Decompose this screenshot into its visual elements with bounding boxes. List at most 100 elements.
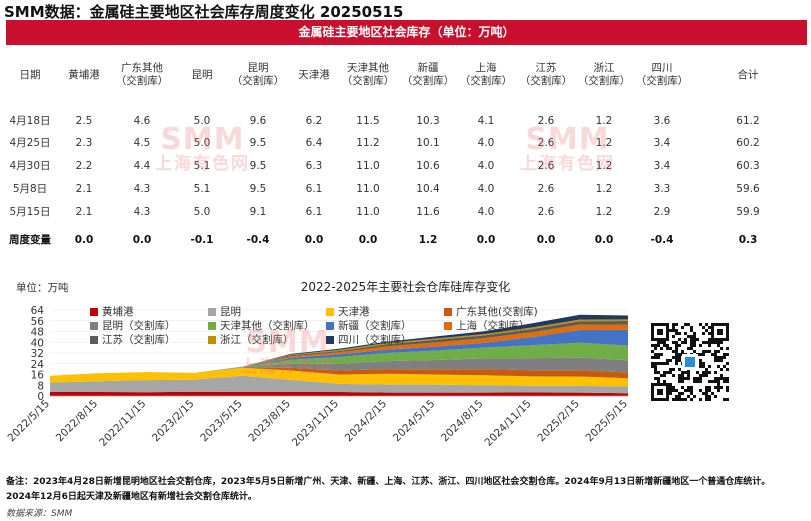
legend-label: 昆明	[220, 306, 241, 318]
legend-swatch	[208, 322, 216, 330]
table-cell: 4.0	[477, 137, 495, 149]
table-header-text: （交割库）	[577, 75, 631, 87]
series-area-1	[50, 375, 628, 394]
x-tick-label: 2022/11/15	[97, 398, 148, 449]
table-cell: 2.6	[537, 183, 555, 195]
table-cell: 2.6	[537, 206, 555, 218]
table-cell: 3.6	[653, 115, 671, 127]
table-cell: 3.4	[653, 137, 671, 149]
table-cell: 2.6	[537, 137, 555, 149]
qr-code-icon	[651, 323, 729, 401]
table-header-text: （交割库）	[115, 75, 169, 87]
table-header-text: （交割库）	[341, 75, 395, 87]
table-header-row: 日期 黄埔港 广东其他 （交割库） 昆明 昆明 （交割库） 天津港 天津其他 （交割库） 新疆 （交割…	[6, 62, 807, 92]
table-change-cell: 0.0	[132, 234, 152, 246]
chart-title: 2022-2025年主要社会仓库硅库存变化	[300, 280, 511, 294]
series-area-7	[50, 324, 628, 376]
table-change-cell: 0.0	[304, 234, 324, 246]
table-cell: 3.4	[653, 160, 671, 172]
legend-entry: 黄埔港	[90, 304, 134, 319]
table-cell: 3.3	[653, 183, 671, 195]
note-line-2: 2024年12月6日起天津及新疆地区有新增社会交割仓库统计。	[6, 492, 257, 502]
table-header-text: （交割库）	[459, 75, 513, 87]
table-cell: 6.1	[305, 183, 323, 195]
series-area-2	[50, 367, 628, 387]
table-change-cell: -0.4	[246, 234, 270, 246]
table-cell: 6.4	[305, 137, 323, 149]
table-cell: 9.5	[249, 137, 267, 149]
table-header-text: 四川	[651, 62, 673, 74]
table-change-cell: 0.0	[358, 234, 378, 246]
page-title: SMM数据：金属硅主要地区社会库存周度变化 20250515	[4, 3, 404, 21]
table-header-text: （交割库）	[401, 75, 455, 87]
x-tick-label: 2023/5/15	[198, 398, 245, 445]
table-row: 4月18日 2.5 4.6 5.0 9.6 6.2 11.5 10.3 4.1 2.6 1.2 3.6…	[6, 115, 807, 135]
x-tick-label: 2022/5/15	[6, 398, 53, 445]
table-cell: 60.2	[736, 137, 760, 149]
y-tick-label: 0	[37, 391, 44, 403]
x-tick-label: 2023/2/15	[150, 398, 197, 445]
table-row: 5月8日 2.1 4.3 5.1 9.5 6.1 11.0 10.4 4.0 2.6 1.2 3.3 5…	[6, 183, 807, 203]
table-cell: 2.5	[75, 115, 93, 127]
legend-label: 浙江（交割库）	[220, 334, 294, 346]
legend-swatch	[90, 308, 98, 316]
table-header-cell: 天津其他 （交割库）	[340, 62, 396, 88]
table-cell: 4月30日	[9, 160, 51, 172]
legend-entry: 昆明	[208, 304, 241, 319]
table-cell: 5月8日	[12, 183, 48, 195]
table-cell: 5.1	[193, 183, 211, 195]
table-change-cell: 0.0	[74, 234, 94, 246]
table-header-cell: 昆明 （交割库）	[230, 62, 286, 88]
table-cell: 9.6	[249, 115, 267, 127]
table-cell: 11.0	[356, 160, 380, 172]
table-cell: 10.1	[416, 137, 440, 149]
series-area-6	[50, 329, 628, 376]
table-cell: 4.0	[477, 160, 495, 172]
legend-swatch	[90, 336, 98, 344]
table-cell: 6.3	[305, 160, 323, 172]
data-source: 数据来源：SMM	[6, 509, 73, 519]
legend-swatch	[326, 336, 334, 344]
table-cell: 2.2	[75, 160, 93, 172]
table-change-row: 周度变量 0.0 0.0 -0.1 -0.4 0.0 0.0 1.2 0.0 0.0 0.0 -0.4…	[6, 234, 807, 254]
table-row: 4月30日 2.2 4.4 5.1 9.5 6.3 11.0 10.6 4.0 2.6 1.2 3.4…	[6, 160, 807, 180]
legend-entry: 广东其他(交割库)	[444, 304, 538, 319]
x-tick-label: 2024/8/15	[439, 398, 486, 445]
table-change-cell: 0.0	[536, 234, 556, 246]
table-cell: 2.6	[537, 115, 555, 127]
table-cell: 11.5	[356, 115, 380, 127]
table-header-text: 合计	[737, 69, 759, 81]
table-row: 5月15日 2.1 4.3 5.0 9.1 6.1 11.0 11.6 4.0 2.6 1.2 2.9…	[6, 206, 807, 226]
table-cell: 4.1	[477, 115, 495, 127]
table-cell: 5月15日	[9, 206, 51, 218]
legend-entry: 浙江（交割库）	[208, 332, 294, 347]
legend-entry: 天津其他（交割库）	[208, 318, 315, 333]
table-cell: 4月18日	[9, 115, 51, 127]
table-cell: 9.5	[249, 183, 267, 195]
table-cell: 1.2	[595, 115, 613, 127]
legend-label: 上海（交割库）	[456, 320, 530, 332]
table-cell: 4.0	[477, 183, 495, 195]
table-cell: 10.6	[416, 160, 440, 172]
legend-label: 四川（交割库）	[338, 334, 412, 346]
legend-swatch	[90, 322, 98, 330]
table-header-text: 新疆	[417, 62, 439, 74]
table-change-cell: 周度变量	[9, 234, 51, 246]
series-area-5	[50, 342, 628, 376]
table-cell: 5.0	[193, 137, 211, 149]
series-area-10	[50, 314, 628, 376]
legend-swatch	[444, 322, 452, 330]
table-header-cell: 新疆 （交割库）	[400, 62, 456, 88]
table-cell: 61.2	[736, 115, 760, 127]
table-cell: 4月25日	[9, 137, 51, 149]
table-header-text: 上海	[475, 62, 497, 74]
table-cell: 4.0	[477, 206, 495, 218]
table-cell: 2.6	[537, 160, 555, 172]
legend-label: 黄埔港	[102, 306, 134, 318]
table-header-text: 天津港	[298, 69, 330, 81]
table-cell: 5.1	[193, 160, 211, 172]
legend-label: 天津其他（交割库）	[220, 320, 315, 332]
table-cell: 4.3	[133, 206, 151, 218]
table-header-cell: 昆明	[174, 69, 230, 82]
table-header-text: 黄埔港	[68, 69, 100, 81]
